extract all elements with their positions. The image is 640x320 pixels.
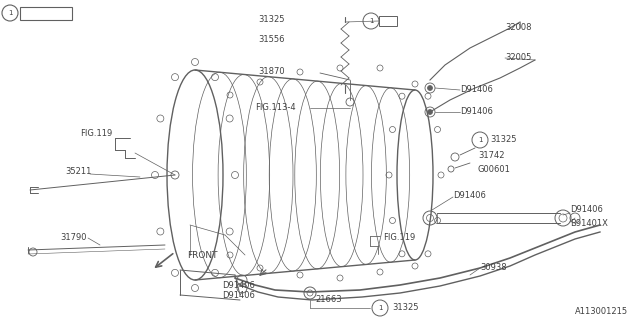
Text: 31556: 31556: [259, 36, 285, 44]
Text: 31742: 31742: [478, 150, 504, 159]
Text: D91406: D91406: [222, 291, 255, 300]
Text: FRONT: FRONT: [187, 251, 218, 260]
Circle shape: [428, 85, 433, 91]
Text: D91406: D91406: [222, 281, 255, 290]
Text: 31790: 31790: [60, 234, 86, 243]
Text: 35211: 35211: [65, 167, 92, 177]
Text: D91406: D91406: [460, 108, 493, 116]
Text: 21663: 21663: [315, 295, 342, 305]
Text: G90815: G90815: [29, 10, 63, 19]
Text: 31325: 31325: [259, 14, 285, 23]
Text: 1: 1: [369, 18, 373, 24]
Text: FIG.119: FIG.119: [80, 129, 112, 138]
Text: 1: 1: [477, 137, 483, 143]
Text: A113001215: A113001215: [575, 308, 628, 316]
Text: D91406: D91406: [570, 205, 603, 214]
Text: FIG.113-4: FIG.113-4: [255, 103, 296, 113]
Text: 32005: 32005: [505, 53, 531, 62]
Text: 1: 1: [378, 305, 382, 311]
Text: G00601: G00601: [478, 165, 511, 174]
Text: D91406: D91406: [453, 190, 486, 199]
Text: 1: 1: [8, 10, 12, 16]
Text: 31325: 31325: [490, 135, 516, 145]
Text: 31325: 31325: [392, 303, 419, 313]
Circle shape: [428, 109, 433, 115]
FancyBboxPatch shape: [20, 7, 72, 20]
Text: 30938: 30938: [480, 263, 507, 273]
Text: FIG.119: FIG.119: [383, 234, 415, 243]
Text: D91406: D91406: [460, 85, 493, 94]
FancyBboxPatch shape: [379, 16, 397, 26]
Text: 31870: 31870: [259, 68, 285, 76]
Text: B91401X: B91401X: [570, 219, 608, 228]
Text: 32008: 32008: [505, 23, 531, 33]
